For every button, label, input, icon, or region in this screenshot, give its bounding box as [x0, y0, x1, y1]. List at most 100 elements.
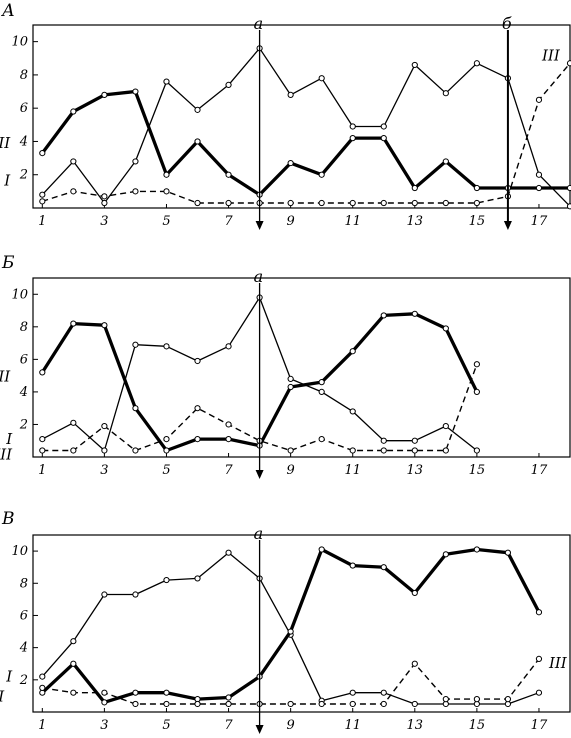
data-point-II [163, 689, 170, 696]
x-tick-label: 9 [286, 214, 294, 229]
plot-frame [32, 534, 571, 713]
data-point-III [39, 447, 46, 454]
x-tick-label: 11 [344, 214, 361, 229]
data-point-III [566, 60, 571, 67]
chart-panel-1: А2468101357911131517IIIIIIаб [0, 1, 571, 230]
data-point-II [473, 546, 480, 553]
data-point-III [380, 447, 387, 454]
y-tick-label: 2 [19, 673, 28, 688]
annotation-arrow-head [255, 470, 264, 479]
data-point-III [132, 188, 139, 195]
data-point-II [504, 549, 512, 556]
data-point-I [70, 419, 77, 426]
data-point-II [101, 91, 108, 98]
series-line-I [41, 47, 571, 207]
data-point-I [380, 689, 387, 696]
data-point-I [194, 575, 201, 582]
data-point-I [101, 591, 108, 598]
series-line-III [42, 363, 478, 452]
data-point-II [349, 348, 356, 355]
y-tick-label: 4 [19, 385, 28, 400]
data-point-III [411, 447, 418, 454]
x-tick-label: 1 [38, 214, 46, 229]
x-tick-label: 13 [407, 718, 424, 733]
x-tick-label: 17 [531, 463, 548, 478]
data-point-III [349, 700, 356, 708]
chart-panel-3: В2468101357911131517IIIIIIа [0, 509, 571, 734]
data-point-I [411, 61, 418, 69]
x-tick-label: 5 [162, 214, 170, 229]
data-point-I [318, 75, 325, 82]
data-point-I [380, 437, 387, 444]
annotation-label: а [254, 267, 264, 286]
x-tick-label: 17 [531, 718, 548, 733]
data-point-I [39, 673, 46, 680]
data-point-II [473, 184, 480, 192]
data-point-I [163, 343, 170, 350]
panel-label: А [1, 1, 15, 21]
series-label-II: II [0, 688, 5, 706]
data-point-I [132, 591, 139, 598]
data-point-II [318, 379, 325, 386]
data-point-I [535, 171, 543, 178]
data-point-I [225, 549, 232, 556]
data-point-I [349, 689, 356, 696]
data-point-I [442, 422, 449, 430]
data-point-II [70, 660, 77, 667]
data-point-II [287, 628, 294, 635]
x-tick-label: 3 [100, 463, 108, 478]
x-tick-label: 5 [162, 718, 170, 733]
data-point-III [380, 700, 387, 708]
x-tick-label: 11 [344, 718, 361, 733]
data-point-II [535, 184, 543, 192]
series-label-I: I [3, 172, 11, 190]
data-point-II [318, 171, 325, 178]
data-point-I [566, 203, 571, 210]
data-point-III [473, 696, 480, 703]
x-tick-label: 1 [38, 463, 46, 478]
annotation-label: б [502, 14, 512, 33]
y-tick-label: 2 [19, 168, 28, 183]
data-point-I [225, 81, 232, 88]
x-tick-label: 13 [407, 463, 424, 478]
data-point-I [194, 357, 201, 365]
data-point-III [473, 199, 480, 207]
data-point-I [287, 375, 294, 382]
x-tick-label: 15 [469, 214, 486, 229]
y-tick-label: 6 [20, 101, 28, 116]
annotation-arrow-head [255, 221, 264, 230]
x-tick-label: 15 [469, 463, 486, 478]
data-point-III [318, 436, 325, 443]
annotation-arrow-head [255, 725, 264, 734]
data-point-II [225, 436, 232, 443]
x-tick-label: 7 [224, 463, 233, 478]
data-point-II [411, 310, 418, 317]
data-point-II [411, 184, 418, 192]
plot-frame [32, 24, 571, 209]
x-tick-label: 3 [100, 214, 108, 229]
data-point-I [101, 199, 108, 207]
data-point-II [132, 689, 139, 696]
y-tick-label: 6 [20, 352, 28, 367]
data-point-I [225, 343, 232, 350]
data-point-III [163, 436, 170, 443]
x-tick-label: 5 [162, 463, 170, 478]
y-tick-label: 10 [11, 35, 28, 50]
series-line-III [42, 658, 540, 705]
data-point-III [535, 96, 543, 103]
data-point-I [39, 436, 46, 443]
x-tick-label: 1 [38, 718, 46, 733]
data-point-II [101, 699, 108, 706]
y-tick-label: 8 [20, 320, 28, 335]
data-point-I [101, 447, 108, 454]
data-point-III [411, 199, 418, 207]
data-point-II [101, 322, 108, 329]
data-point-I [163, 78, 170, 85]
data-point-III [442, 199, 449, 207]
data-point-I [39, 191, 46, 198]
x-tick-label: 11 [344, 463, 361, 478]
data-point-III [473, 361, 480, 368]
data-point-III [194, 199, 201, 207]
data-point-III [287, 447, 294, 454]
